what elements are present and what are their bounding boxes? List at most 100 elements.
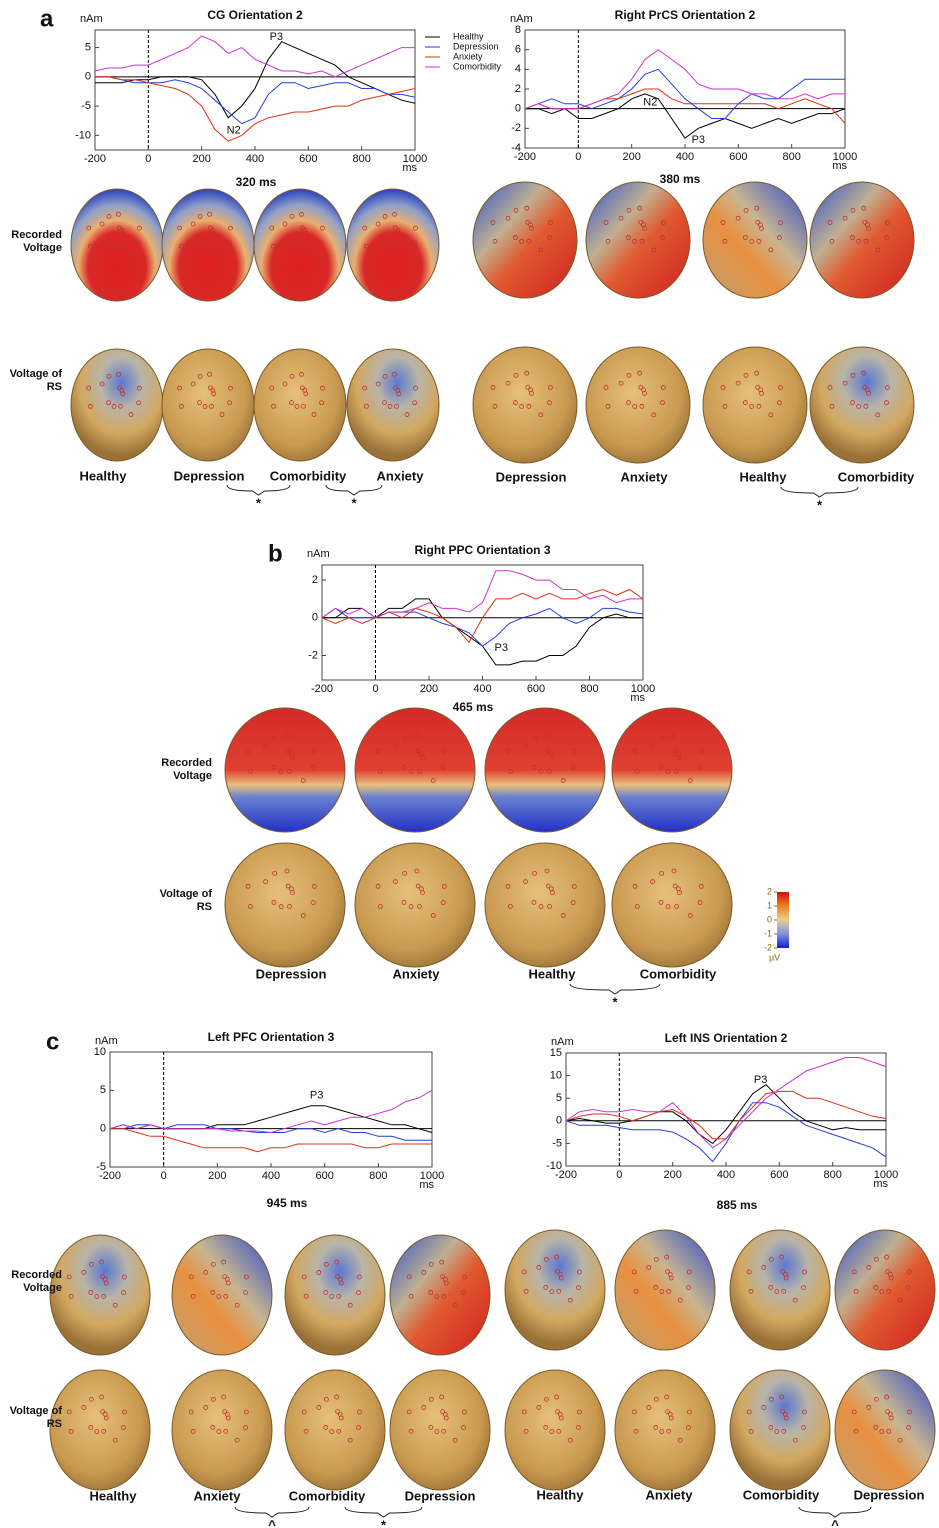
line-chart: Left INS Orientation 2nAmms151050-5-10-2… xyxy=(546,1031,898,1190)
line-chart: Right PrCS Orientation 2nAmms86420-2-4-2… xyxy=(510,8,857,172)
colorbar-unit: µV xyxy=(769,952,780,962)
line-chart: Left PFC Orientation 3nAmms1050-5-200020… xyxy=(94,1030,444,1191)
x-tick-label: 400 xyxy=(717,1169,735,1181)
x-tick-label: 1000 xyxy=(403,153,427,165)
series-line xyxy=(95,77,415,124)
row-label-box: Voltage of RS xyxy=(142,888,212,918)
group-label: Depression xyxy=(174,468,245,483)
x-tick-label: 200 xyxy=(208,1170,226,1182)
annotation: P3 xyxy=(310,1090,323,1102)
row-label: Recorded Voltage xyxy=(0,1269,62,1295)
plot-frame xyxy=(525,30,845,148)
series-line xyxy=(95,42,415,118)
x-tick-label: 0 xyxy=(372,683,378,695)
x-tick-label: 200 xyxy=(663,1169,681,1181)
head-map xyxy=(612,708,732,832)
x-tick-label: 600 xyxy=(315,1170,333,1182)
y-tick-label: -2 xyxy=(511,122,521,134)
x-tick-label: -200 xyxy=(311,683,333,695)
y-tick-label: 0 xyxy=(515,103,521,115)
time-label: 380 ms xyxy=(660,172,701,186)
y-tick-label: 8 xyxy=(515,24,521,36)
head-map xyxy=(703,347,807,463)
annotation: P3 xyxy=(692,134,705,146)
row-label: Voltage of RS xyxy=(142,888,212,914)
y-tick-label: 0 xyxy=(100,1123,106,1135)
y-tick-label: 0 xyxy=(556,1115,562,1127)
group-label: Anxiety xyxy=(377,468,425,483)
y-tick-label: 10 xyxy=(94,1046,106,1058)
y-tick-label: 15 xyxy=(550,1047,562,1059)
x-tick-label: 800 xyxy=(782,151,800,163)
annotation: P3 xyxy=(494,642,507,654)
significance-brace xyxy=(345,1507,422,1517)
y-tick-label: 0 xyxy=(312,612,318,624)
x-tick-label: 400 xyxy=(676,151,694,163)
series-line xyxy=(566,1085,886,1144)
head-map xyxy=(730,1370,830,1490)
group-label: Comorbidity xyxy=(289,1488,366,1503)
legend-label: Depression xyxy=(453,41,499,51)
y-tick-label: -5 xyxy=(552,1137,562,1149)
time-label: 320 ms xyxy=(236,175,277,189)
y-tick-label: -5 xyxy=(81,100,91,112)
head-map xyxy=(172,1370,272,1490)
head-map xyxy=(505,1230,605,1350)
head-map xyxy=(730,1230,830,1350)
y-tick-label: 5 xyxy=(100,1084,106,1096)
head-map xyxy=(505,1370,605,1490)
row-label-box: Voltage of RS xyxy=(0,1405,62,1435)
annotation: N2 xyxy=(643,97,657,109)
row-label: Voltage of RS xyxy=(0,368,62,394)
head-map xyxy=(71,349,163,461)
y-axis-label: nAm xyxy=(80,13,103,25)
head-map xyxy=(835,1230,935,1350)
head-map xyxy=(473,182,577,298)
series-line xyxy=(322,571,643,618)
y-tick-label: 0 xyxy=(85,71,91,83)
colorbar-tick-label: 1 xyxy=(767,900,772,910)
x-tick-label: 1000 xyxy=(631,683,655,695)
group-label: Anxiety xyxy=(621,469,669,484)
head-map xyxy=(390,1235,490,1355)
chart-title: Left INS Orientation 2 xyxy=(665,1031,788,1045)
group-label: Healthy xyxy=(80,468,128,483)
series-line xyxy=(322,599,643,665)
chart-title: Right PrCS Orientation 2 xyxy=(615,8,756,22)
x-tick-label: 400 xyxy=(473,683,491,695)
head-map xyxy=(162,189,254,301)
head-map xyxy=(612,843,732,967)
plot-frame xyxy=(566,1053,886,1166)
group-label: Anxiety xyxy=(393,966,441,981)
y-axis-label: nAm xyxy=(510,13,533,25)
chart-title: Right PPC Orientation 3 xyxy=(414,543,550,557)
head-map xyxy=(810,182,914,298)
head-map xyxy=(615,1230,715,1350)
y-tick-label: 6 xyxy=(515,44,521,56)
colorbar-tick-label: -2 xyxy=(764,942,772,952)
x-tick-label: -200 xyxy=(99,1170,121,1182)
chart-title: CG Orientation 2 xyxy=(207,8,303,22)
panel-letter: c xyxy=(46,1028,59,1055)
head-map xyxy=(162,349,254,461)
x-tick-label: 200 xyxy=(622,151,640,163)
legend-label: Healthy xyxy=(453,31,484,41)
y-tick-label: -2 xyxy=(308,649,318,661)
head-map xyxy=(285,1370,385,1490)
x-tick-label: 200 xyxy=(192,153,210,165)
x-tick-label: 0 xyxy=(145,153,151,165)
head-map xyxy=(615,1370,715,1490)
significance-mark: ^ xyxy=(268,1517,276,1528)
head-map xyxy=(390,1370,490,1490)
legend-label: Comorbidity xyxy=(453,61,502,71)
group-label: Healthy xyxy=(90,1488,138,1503)
head-map xyxy=(71,189,163,301)
head-map xyxy=(254,189,346,301)
series-line xyxy=(95,36,415,77)
x-tick-label: -200 xyxy=(514,151,536,163)
chart-title: Left PFC Orientation 3 xyxy=(208,1030,335,1044)
group-label: Comorbidity xyxy=(270,468,347,483)
group-label: Healthy xyxy=(740,469,788,484)
head-map xyxy=(347,189,439,301)
panel-letter: a xyxy=(40,5,54,32)
